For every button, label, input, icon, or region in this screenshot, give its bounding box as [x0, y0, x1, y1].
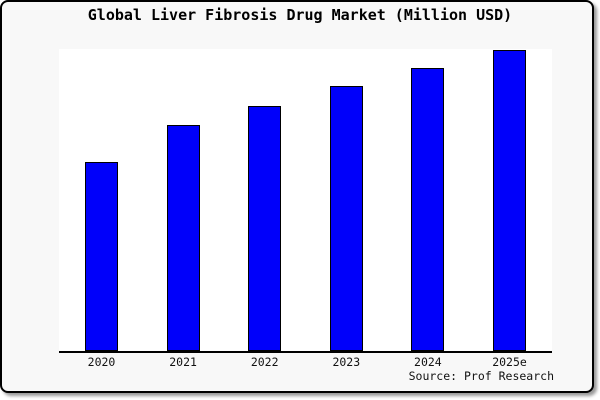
- bar-2020: [85, 162, 118, 351]
- bar-2022: [248, 106, 282, 351]
- chart-title: Global Liver Fibrosis Drug Market (Milli…: [87, 6, 513, 24]
- bar-2025e: [493, 50, 526, 351]
- x-tick-label-2022: 2022: [250, 355, 279, 369]
- bar-2023: [329, 86, 363, 351]
- bar-2024: [411, 68, 445, 351]
- x-axis-labels: 2020 2021 2022 2023 2024 2025e: [0, 355, 600, 369]
- plot-area: [59, 49, 552, 353]
- x-tick-label-2021: 2021: [169, 355, 197, 369]
- x-tick-label-2020: 2020: [87, 355, 116, 369]
- x-tick-label-2023: 2023: [332, 355, 361, 369]
- x-tick-label-2025e: 2025e: [492, 355, 527, 369]
- x-tick-label-2024: 2024: [414, 355, 442, 369]
- source-credit: Source: Prof Research: [408, 369, 554, 383]
- bar-2021: [166, 125, 200, 351]
